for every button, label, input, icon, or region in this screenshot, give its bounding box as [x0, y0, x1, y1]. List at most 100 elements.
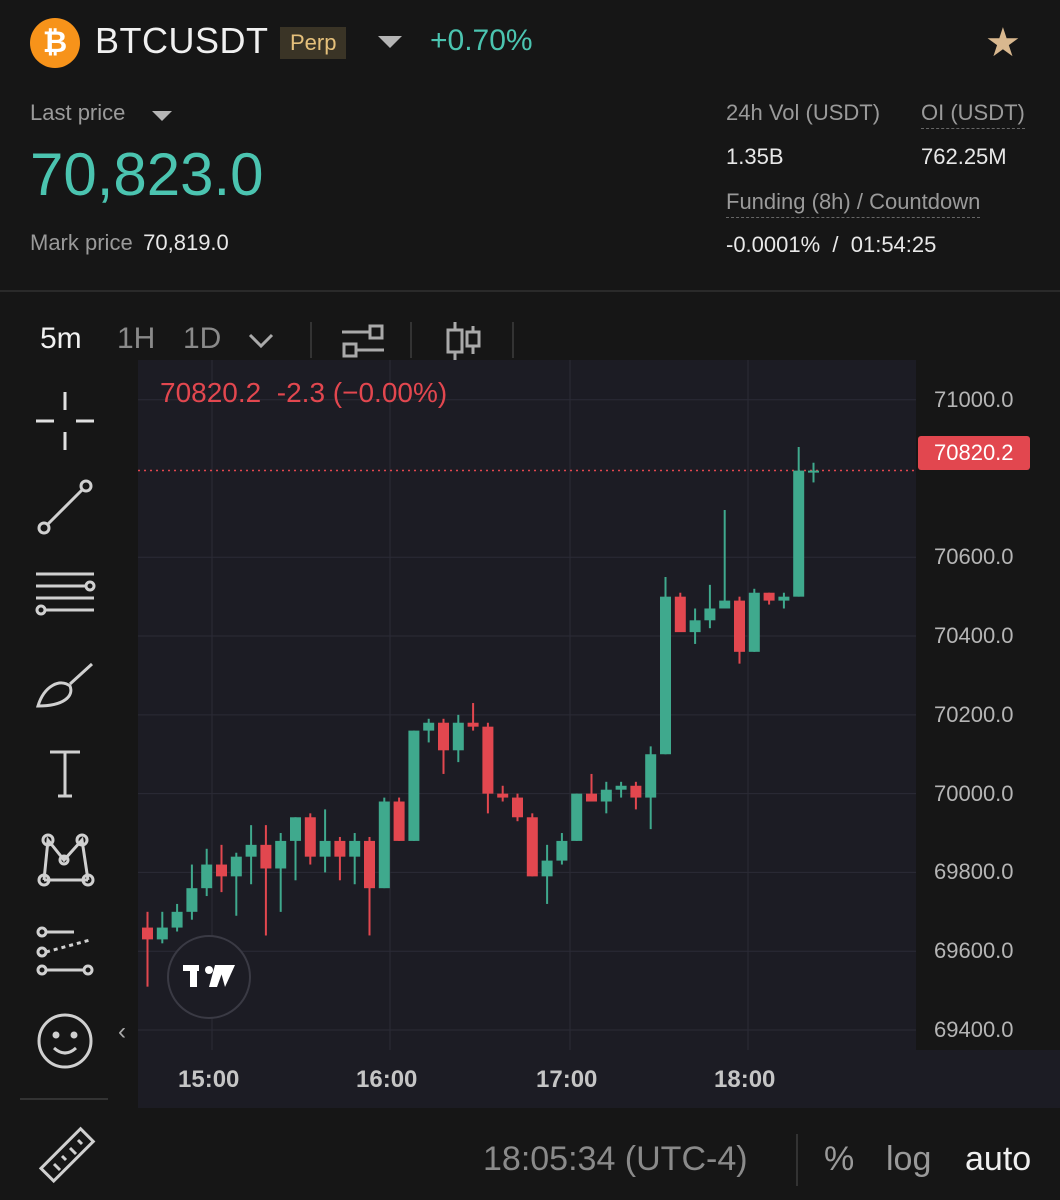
time-axis[interactable]: [138, 1050, 1060, 1108]
timeframe-1d[interactable]: 1D: [183, 322, 222, 355]
candle[interactable]: [541, 844, 553, 904]
candle[interactable]: [230, 852, 242, 916]
candle[interactable]: [674, 592, 686, 633]
brush-icon[interactable]: [34, 656, 96, 718]
candle[interactable]: [378, 797, 390, 889]
candle-body: [275, 840, 287, 869]
candle[interactable]: [556, 833, 568, 865]
candle[interactable]: [408, 730, 420, 841]
pattern-icon[interactable]: [34, 830, 96, 892]
funding-label[interactable]: Funding (8h) / Countdown: [726, 189, 981, 218]
candle[interactable]: [393, 797, 405, 841]
candle[interactable]: [275, 833, 287, 912]
candle[interactable]: [571, 793, 583, 841]
candle[interactable]: [734, 596, 745, 664]
candle[interactable]: [438, 718, 449, 774]
candle-body: [216, 864, 227, 877]
vol-label: 24h Vol (USDT): [726, 100, 881, 125]
candle[interactable]: [260, 825, 272, 936]
candle[interactable]: [201, 848, 213, 897]
candle-body: [763, 592, 775, 601]
collapse-toolbar-icon[interactable]: ‹: [118, 1018, 126, 1045]
price-axis[interactable]: [916, 360, 1060, 1050]
y-tick-label: 71000.0: [934, 386, 1014, 412]
candle-body: [393, 801, 405, 841]
indicator-settings-icon[interactable]: [340, 322, 386, 363]
emoji-icon[interactable]: [34, 1010, 96, 1072]
candle[interactable]: [645, 746, 657, 830]
crosshair-icon[interactable]: [34, 390, 96, 452]
candle[interactable]: [334, 836, 346, 881]
candle[interactable]: [245, 825, 257, 885]
candle[interactable]: [216, 844, 227, 893]
candle[interactable]: [808, 462, 819, 483]
candle[interactable]: [349, 833, 361, 885]
candle-body: [408, 730, 420, 841]
candle-body: [186, 888, 198, 912]
candle[interactable]: [497, 785, 509, 802]
last-price-label[interactable]: Last price: [30, 100, 126, 125]
percent-scale-toggle[interactable]: %: [824, 1140, 855, 1178]
contract-type-badge: Perp: [280, 27, 347, 59]
candle[interactable]: [452, 714, 464, 763]
candle[interactable]: [630, 781, 642, 810]
timeframe-5m[interactable]: 5m: [40, 322, 82, 355]
auto-scale-toggle[interactable]: auto: [965, 1140, 1032, 1178]
candle[interactable]: [364, 836, 375, 936]
candle[interactable]: [600, 781, 612, 814]
oi-label[interactable]: OI (USDT): [921, 100, 1025, 129]
candle[interactable]: [586, 773, 597, 802]
candle[interactable]: [319, 809, 331, 873]
chart-clock[interactable]: 18:05:34 (UTC-4): [483, 1140, 748, 1178]
timeframe-1h[interactable]: 1H: [117, 322, 156, 355]
vol-value: 1.35B: [726, 144, 784, 169]
text-icon[interactable]: [34, 742, 96, 804]
candle[interactable]: [719, 510, 731, 609]
candle[interactable]: [171, 903, 183, 932]
candle[interactable]: [793, 446, 805, 597]
bitcoin-logo-icon: ₿: [30, 18, 80, 68]
candle[interactable]: [615, 781, 627, 798]
candle[interactable]: [660, 576, 671, 755]
chevron-down-icon[interactable]: [152, 111, 172, 121]
candle-body: [793, 470, 805, 597]
candlestick-chart[interactable]: [138, 360, 916, 1050]
candle[interactable]: [704, 584, 716, 629]
candle[interactable]: [423, 718, 435, 743]
chevron-down-icon[interactable]: [246, 328, 276, 357]
chart-area[interactable]: [138, 360, 916, 1050]
candle[interactable]: [156, 911, 168, 944]
candle[interactable]: [467, 703, 479, 731]
candle[interactable]: [512, 793, 523, 822]
candle[interactable]: [748, 588, 760, 652]
candle-body: [423, 722, 435, 731]
star-icon[interactable]: ★: [985, 21, 1021, 65]
candle[interactable]: [526, 813, 538, 877]
candle[interactable]: [482, 722, 494, 814]
candle[interactable]: [186, 864, 198, 920]
ruler-icon[interactable]: [34, 1126, 96, 1188]
forecast-icon[interactable]: [34, 922, 96, 984]
candle-body: [541, 860, 553, 877]
y-tick-label: 69800.0: [934, 859, 1014, 885]
candle-body: [156, 927, 168, 940]
candle[interactable]: [142, 911, 153, 987]
symbol-title[interactable]: BTCUSDT: [95, 20, 269, 61]
tradingview-logo-icon[interactable]: [167, 935, 251, 1019]
oi-value: 762.25M: [921, 144, 1007, 169]
candle-body: [319, 840, 331, 857]
fib-lines-icon[interactable]: [34, 566, 96, 628]
candle[interactable]: [778, 592, 790, 609]
candle[interactable]: [689, 608, 701, 644]
candle[interactable]: [290, 817, 301, 881]
y-tick-label: 70200.0: [934, 701, 1014, 727]
candle-type-icon[interactable]: [444, 320, 482, 367]
y-tick-label: 70400.0: [934, 623, 1014, 649]
trendline-icon[interactable]: [34, 476, 96, 538]
log-scale-toggle[interactable]: log: [886, 1140, 932, 1178]
candle[interactable]: [763, 592, 775, 605]
last-price-value: 70,823.0: [30, 141, 264, 208]
mark-price: Mark price 70,819.0: [30, 230, 229, 256]
symbol-dropdown-icon[interactable]: [378, 36, 402, 48]
candle[interactable]: [304, 813, 316, 865]
